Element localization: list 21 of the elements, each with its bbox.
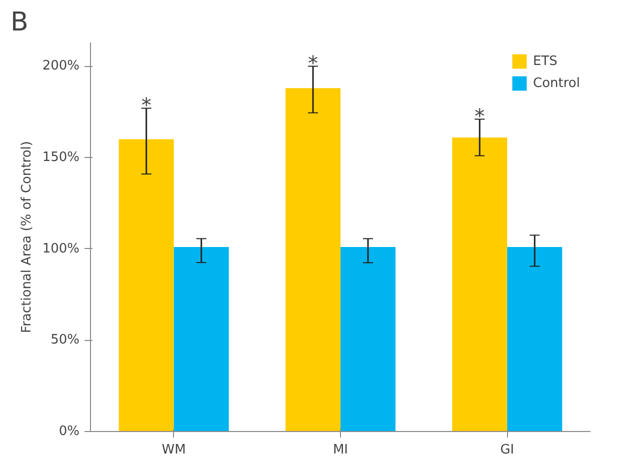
bar: [452, 137, 508, 432]
y-tick-label: 0%: [58, 424, 80, 439]
legend-label: Control: [533, 76, 580, 90]
y-axis-title: Fractional Area (% of Control): [19, 141, 34, 333]
y-tick-label: 200%: [42, 58, 80, 74]
bar: [340, 247, 396, 432]
x-tick-label: WM: [162, 442, 186, 458]
bar: [507, 247, 562, 432]
annotation: *: [141, 93, 152, 118]
annotation: *: [308, 51, 318, 76]
annotation: *: [474, 104, 485, 128]
y-tick-label: 150%: [42, 150, 80, 166]
y-tick-label: 50%: [50, 332, 80, 348]
bar: [174, 247, 229, 432]
y-tick-label: 100%: [42, 241, 80, 256]
text: B: [10, 8, 28, 38]
legend-label: ETS: [533, 54, 558, 68]
x-tick-label: GI: [500, 442, 514, 458]
x-tick-label: MI: [332, 442, 348, 458]
bar: [286, 88, 340, 432]
bar: [118, 139, 174, 432]
